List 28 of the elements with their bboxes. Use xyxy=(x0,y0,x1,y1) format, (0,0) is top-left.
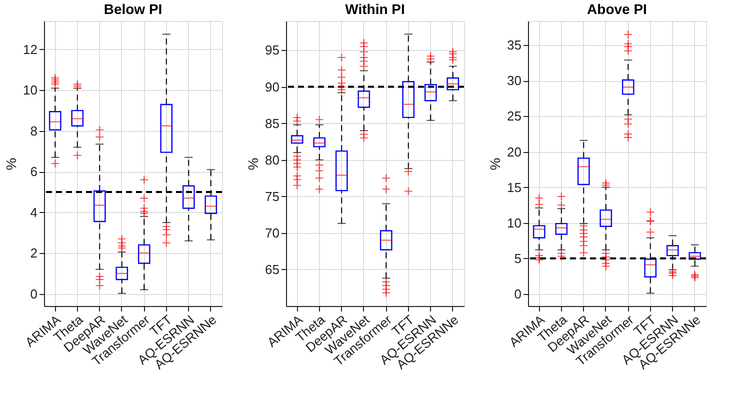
y-tick-label: 65 xyxy=(265,262,280,277)
y-tick-label: 80 xyxy=(265,152,280,168)
y-tick-label: 90 xyxy=(265,79,280,94)
y-tick-label: 10 xyxy=(23,82,38,98)
y-tick-label: 8 xyxy=(30,123,38,138)
y-tick-label: 85 xyxy=(265,116,280,131)
y-tick-label: 70 xyxy=(265,225,280,240)
y-tick-label: 35 xyxy=(507,38,522,53)
y-tick-label: 30 xyxy=(507,73,522,88)
y-tick-label: 6 xyxy=(30,164,38,180)
y-tick-label: 10 xyxy=(507,215,522,230)
chart-title: Below PI xyxy=(104,1,162,17)
y-tick-label: 5 xyxy=(514,250,522,266)
y-tick-label: 12 xyxy=(23,42,38,57)
y-tick-label: 2 xyxy=(30,246,38,261)
y-tick-label: 15 xyxy=(507,180,522,195)
chart-title: Above PI xyxy=(587,1,647,17)
y-axis-title: % xyxy=(245,158,262,170)
y-tick-label: 25 xyxy=(507,108,522,124)
y-tick-label: 75 xyxy=(265,188,280,204)
chart-title: Within PI xyxy=(345,1,405,17)
y-tick-label: 20 xyxy=(507,144,522,160)
y-tick-label: 4 xyxy=(30,204,38,220)
y-tick-label: 0 xyxy=(30,286,38,302)
y-axis-title: % xyxy=(487,158,504,170)
y-axis-title: % xyxy=(3,158,20,170)
y-tick-label: 95 xyxy=(265,42,280,58)
y-tick-label: 0 xyxy=(514,286,522,302)
